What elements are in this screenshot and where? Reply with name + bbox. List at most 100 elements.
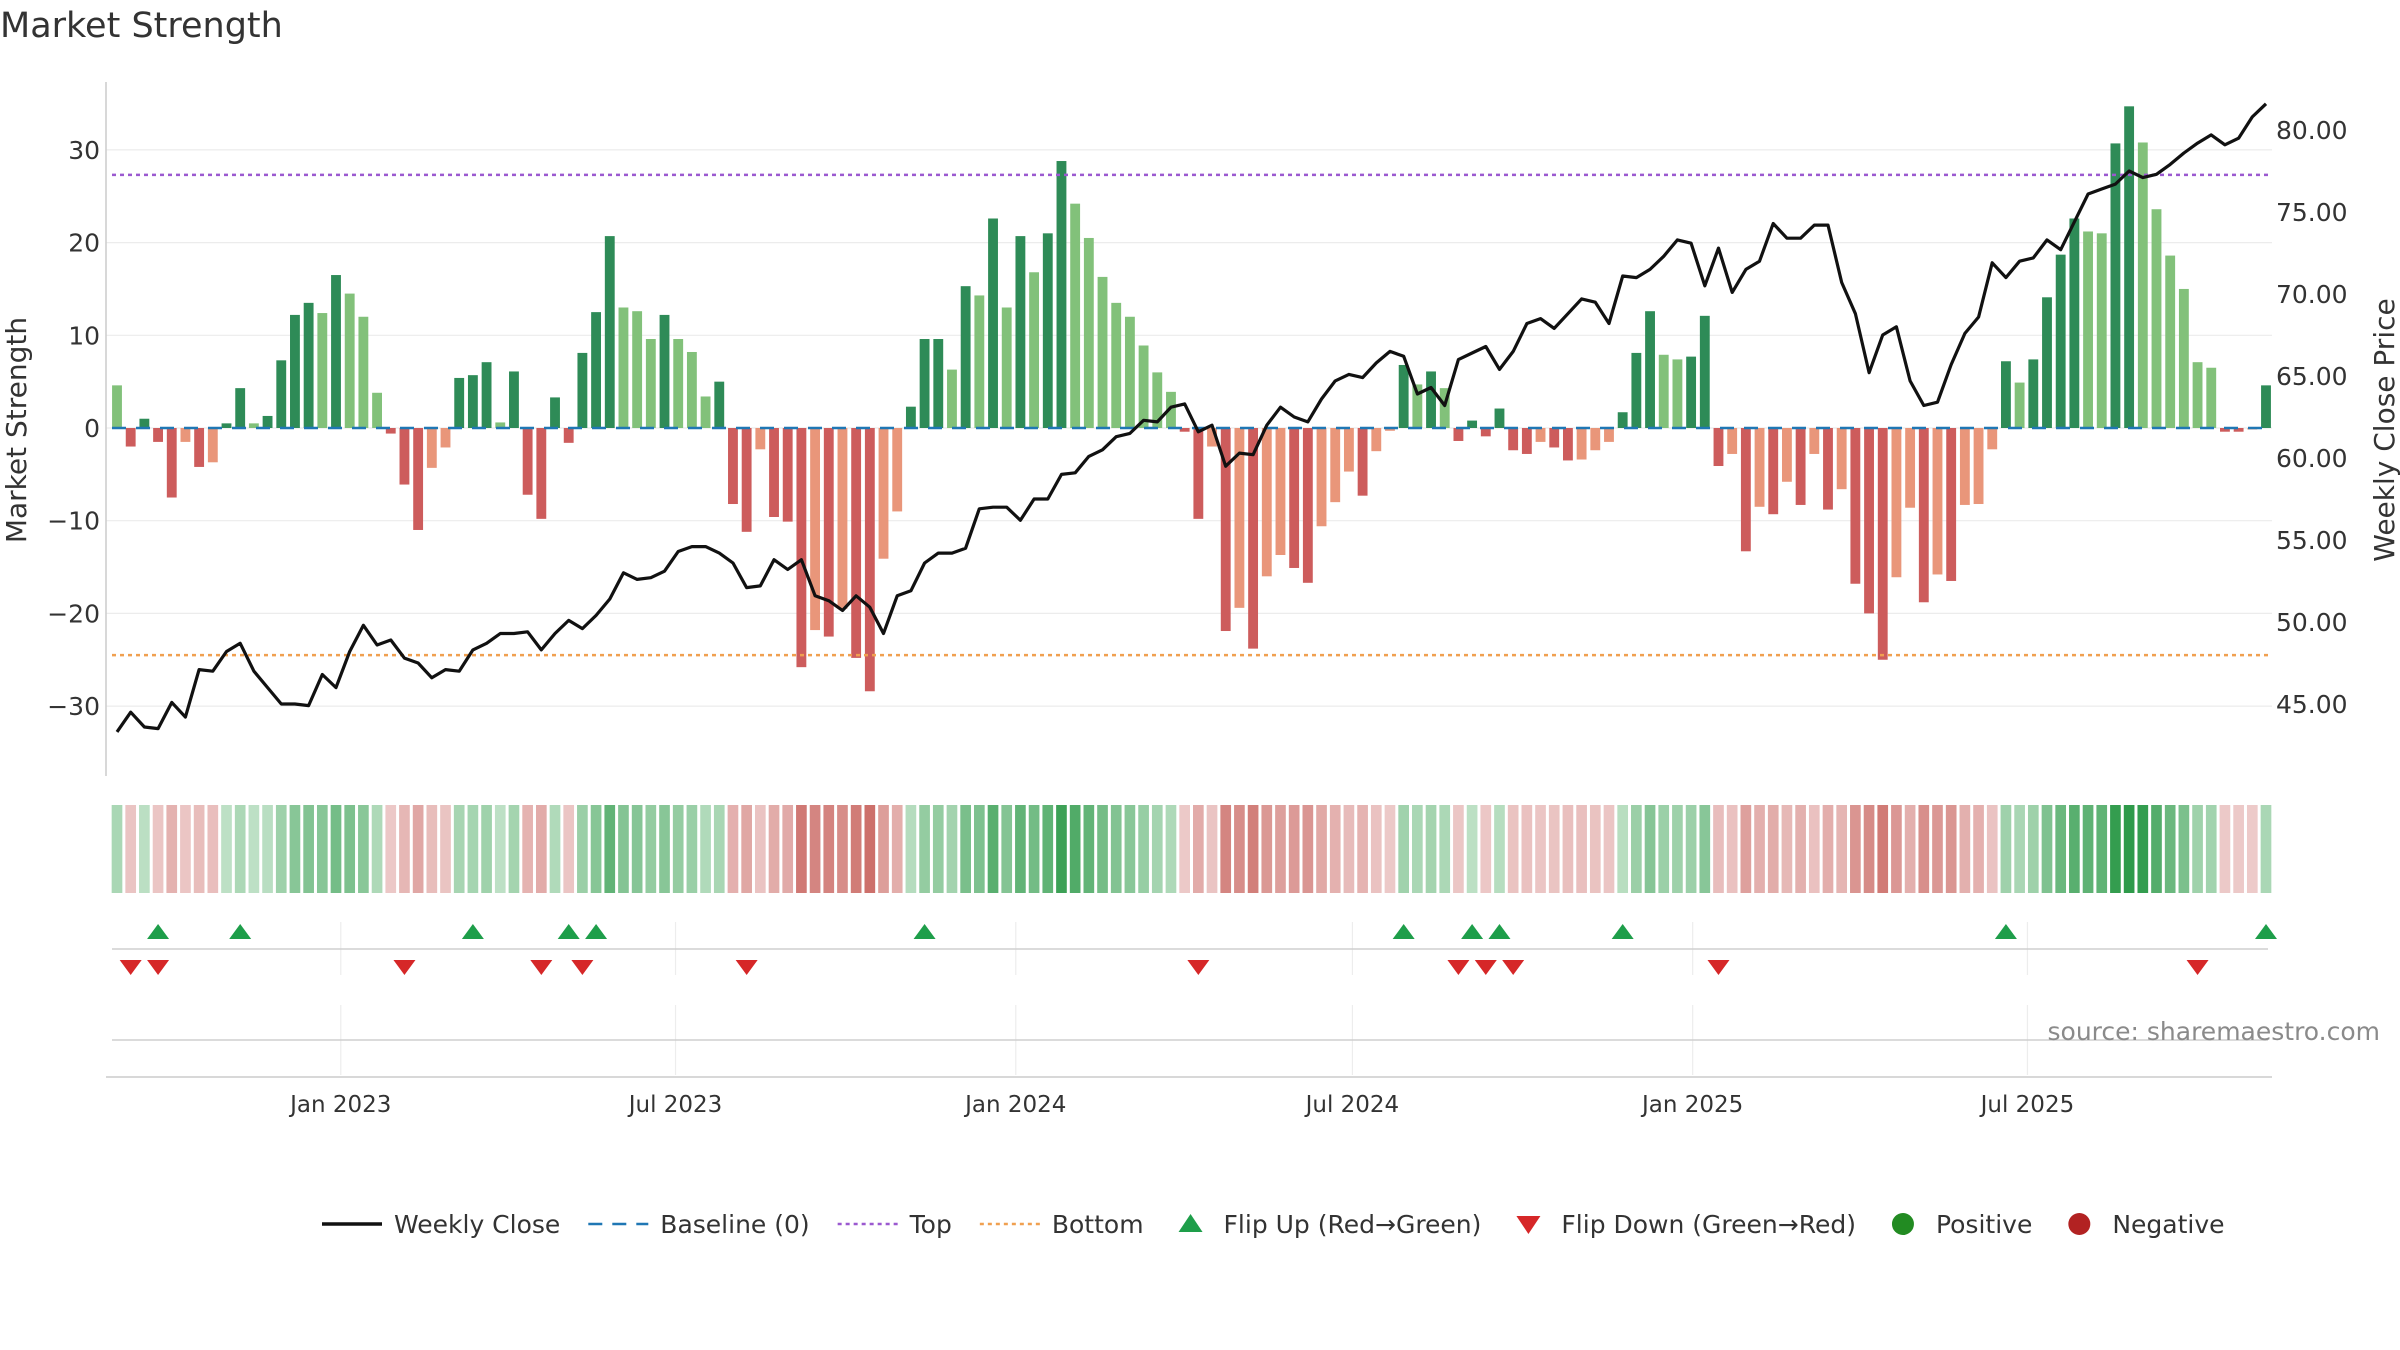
heat-cell (139, 805, 150, 893)
legend-label: Bottom (1052, 1210, 1144, 1239)
heat-cell (1316, 805, 1327, 893)
strength-bar (1070, 203, 1081, 428)
strength-bar (125, 428, 136, 447)
strength-bar (1604, 428, 1614, 442)
strength-bar (2165, 255, 2176, 428)
y-tick-label: −30 (47, 692, 100, 721)
heat-cell (905, 805, 917, 893)
heat-cell (316, 805, 328, 893)
strength-bar (112, 385, 122, 428)
flip-up-marker (1392, 924, 1415, 939)
strength-bar (399, 428, 410, 485)
y-tick-label: 20 (68, 229, 100, 258)
heat-cell (1822, 805, 1834, 893)
strength-bar (2083, 231, 2093, 428)
grid-lines (106, 149, 2272, 707)
flip-down-marker (1707, 960, 1730, 975)
strength-bar (2261, 385, 2271, 428)
heat-cell (412, 805, 424, 893)
strength-bar (686, 351, 697, 428)
heat-cell (604, 805, 616, 893)
strength-bar (604, 236, 615, 428)
heat-cell (2123, 805, 2135, 893)
heat-cell (2041, 805, 2053, 893)
strength-bar (1193, 428, 1204, 519)
heat-cell (1631, 805, 1642, 893)
heat-cell (2246, 805, 2258, 893)
strength-bar (905, 406, 916, 428)
heat-cell (152, 805, 164, 893)
heat-cell (1097, 805, 1108, 893)
heat-cell (1398, 805, 1410, 893)
strength-bar (1699, 315, 1710, 428)
y-tick-label: 30 (68, 136, 100, 165)
heat-cell (1617, 805, 1629, 893)
strength-bar (1124, 316, 1135, 428)
heat-cell (631, 805, 643, 893)
strength-bar (2206, 367, 2217, 428)
strength-bar (481, 362, 492, 428)
strength-bar (1905, 428, 1916, 508)
strength-bar (1015, 236, 1026, 428)
heat-cell (1644, 805, 1656, 893)
heat-cell (1877, 805, 1889, 893)
heat-cell (618, 805, 629, 893)
heat-cell (864, 805, 876, 893)
strength-bar (1042, 233, 1053, 428)
heat-cell (891, 805, 903, 893)
strength-bar (1371, 428, 1382, 452)
legend: Weekly Close Baseline (0) Top Bottom Flip Up… (322, 1210, 2225, 1239)
strength-bar (303, 302, 314, 428)
strength-bar (1302, 428, 1313, 583)
flip-down-marker (119, 960, 142, 975)
heat-cell (1343, 805, 1355, 893)
heat-cell (207, 805, 219, 893)
y2-axis-ticks: 80.00 75.00 70.00 65.00 60.00 55.00 50.00 45.00 (2276, 116, 2348, 719)
strength-bar (1426, 371, 1436, 428)
strength-bar (2042, 297, 2052, 428)
flip-up-marker (147, 924, 170, 939)
legend-item: Flip Up (Red→Green) (1178, 1210, 1481, 1239)
flip-up-marker (557, 924, 580, 939)
legend-swatch-triangle-up (1178, 1214, 1203, 1232)
y-tick-label: 10 (68, 321, 100, 350)
strength-bar (1823, 428, 1833, 510)
flip-down-marker (1474, 960, 1497, 975)
heat-cell (1083, 805, 1095, 893)
heat-cell (932, 805, 944, 893)
strength-bar (1234, 428, 1245, 608)
heat-cell (1138, 805, 1149, 893)
legend-item: Top (837, 1210, 952, 1239)
heat-cell (1480, 805, 1492, 893)
strength-bar (2178, 288, 2189, 428)
heat-cell (1151, 805, 1163, 893)
strength-bar (2055, 254, 2066, 428)
y2-tick-label: 65.00 (2276, 362, 2348, 391)
strength-bar (331, 275, 341, 428)
strength-bar (1398, 364, 1409, 428)
heat-cell (782, 805, 794, 893)
heat-cell (494, 805, 506, 893)
heat-cell (1261, 805, 1273, 893)
heat-cell (686, 805, 698, 893)
strength-bar (1617, 412, 1628, 428)
strength-bar (372, 392, 382, 428)
heat-cell (713, 805, 725, 893)
strength-bar (550, 397, 560, 428)
strength-bar (618, 307, 629, 428)
strength-bar (933, 339, 944, 428)
strength-bar (207, 428, 218, 463)
heat-cell (166, 805, 178, 893)
strength-bar (426, 428, 437, 468)
heat-cell (1918, 805, 1930, 893)
heat-cell (1412, 805, 1423, 893)
heat-cell (399, 805, 410, 893)
heat-cell (1672, 805, 1683, 893)
strength-bar (1138, 345, 1149, 428)
strength-bar (1111, 302, 1122, 428)
y-tick-label: −20 (47, 599, 100, 628)
strength-bar (262, 415, 273, 428)
heat-cell (262, 805, 273, 893)
strength-bar (1412, 384, 1423, 428)
strength-bar (1658, 354, 1669, 428)
